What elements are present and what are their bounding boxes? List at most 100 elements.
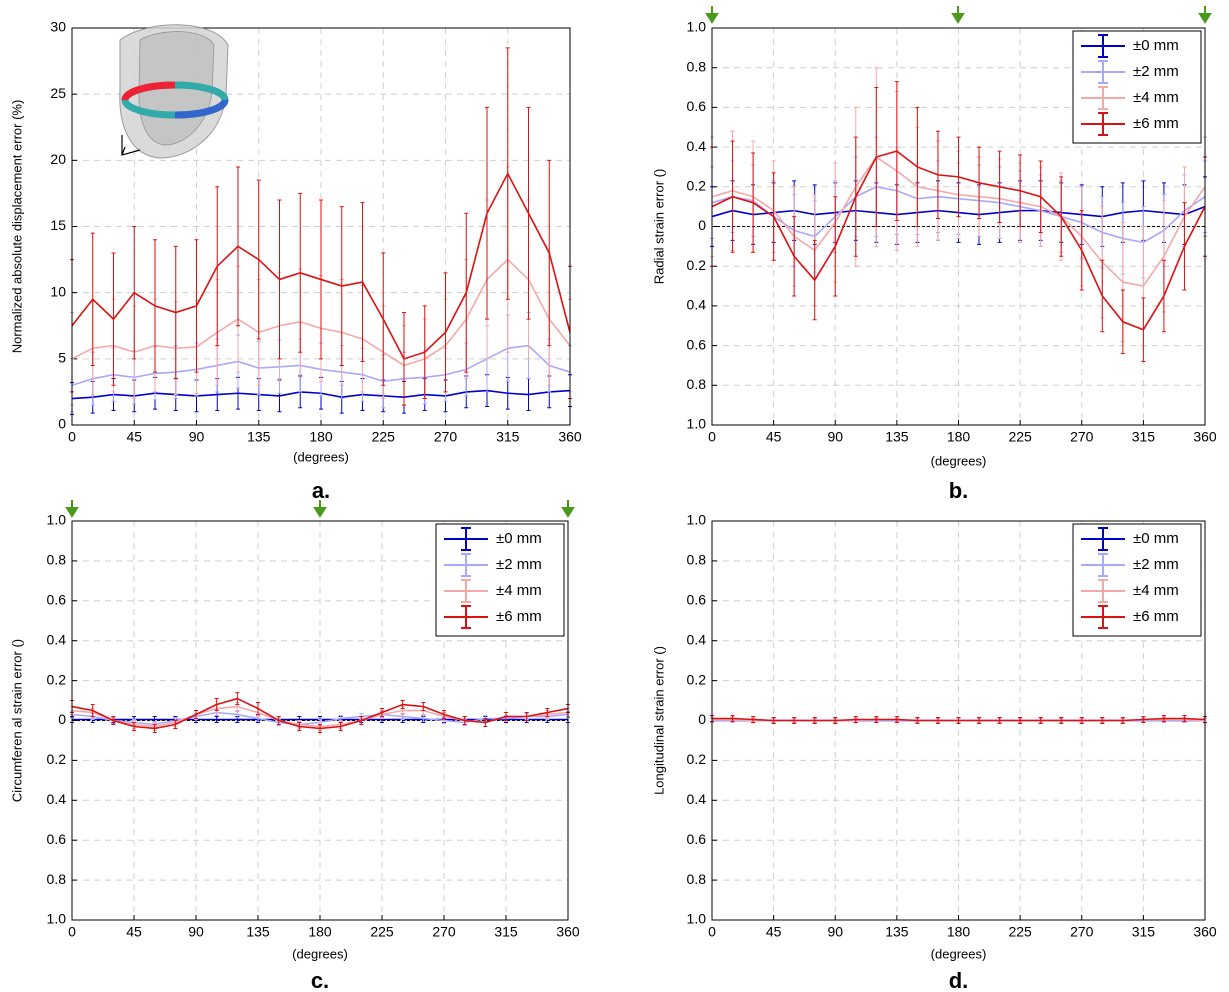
arrow	[705, 6, 719, 24]
y-tick-label: 1.0	[47, 911, 67, 927]
series	[70, 47, 572, 406]
x-tick-label: 270	[1070, 924, 1094, 940]
y-tick-label: 1.0	[47, 512, 67, 528]
error-cap	[173, 245, 178, 380]
legend-label: ±2 mm	[1133, 556, 1179, 573]
error-cap	[956, 136, 961, 218]
error-cap	[443, 272, 448, 393]
y-tick-label: 0.6	[687, 831, 707, 847]
x-tick-label: 135	[246, 924, 270, 940]
error-cap	[547, 159, 552, 347]
error-cap	[504, 712, 508, 721]
error-cap	[298, 192, 303, 353]
legend-swatch	[1081, 34, 1125, 58]
error-cap	[833, 717, 838, 724]
arrow	[1198, 6, 1212, 24]
y-tick-label: 1.0	[687, 19, 707, 35]
error-cap	[1018, 154, 1023, 227]
error-cap	[1161, 715, 1166, 722]
error-cap	[812, 717, 817, 724]
x-tick-label: 180	[947, 924, 971, 940]
error-cap	[833, 196, 838, 297]
x-tick-label: 90	[189, 429, 205, 445]
error-cap	[874, 716, 879, 723]
x-tick-label: 135	[885, 429, 909, 445]
y-tick-label: 1.0	[687, 416, 707, 432]
error-cap	[90, 704, 95, 718]
x-tick-label: 225	[370, 924, 394, 940]
y-tick-label: 1.0	[687, 512, 707, 528]
legend-label: ±0 mm	[1133, 37, 1179, 54]
error-cap	[173, 720, 178, 729]
y-tick-label: 0.4	[687, 138, 707, 154]
x-axis-label: (degrees)	[292, 946, 348, 961]
error-cap	[545, 708, 550, 718]
x-tick-label: 225	[1008, 429, 1032, 445]
error-cap	[751, 716, 756, 723]
error-cap	[1059, 717, 1064, 724]
caption: d.	[949, 968, 969, 992]
error-cap	[214, 716, 219, 723]
y-tick-label: 0.6	[47, 592, 67, 608]
error-cap	[894, 81, 899, 222]
error-cap	[483, 718, 488, 727]
series	[70, 692, 570, 733]
error-cap	[1120, 289, 1125, 355]
plot-frame	[711, 27, 1206, 426]
error-cap	[360, 202, 365, 362]
error-cap	[997, 717, 1002, 724]
error-cap	[152, 723, 157, 733]
legend-swatch	[444, 605, 488, 629]
chart: 0 45 90 135 180 225 270 315 360 1.0 0.8 0.6 0.4 0.2 0 0…	[651, 19, 1216, 503]
arrow	[951, 6, 965, 24]
legend: ±0 mm ±2 mm ±4 mm ±6 mm	[1072, 30, 1202, 144]
series-line	[712, 717, 1206, 722]
legend-swatch	[1081, 60, 1125, 84]
y-tick-label: 15	[50, 217, 66, 233]
legend-swatch	[1081, 605, 1125, 629]
x-tick-label: 0	[708, 429, 716, 445]
series	[710, 81, 1207, 362]
x-tick-label: 135	[885, 924, 909, 940]
x-tick-label: 0	[708, 924, 716, 940]
error-cap	[111, 716, 116, 725]
y-tick-label: 0.4	[687, 631, 707, 647]
x-tick-label: 360	[1193, 924, 1217, 940]
legend-label: ±6 mm	[1133, 608, 1179, 625]
inset-heart	[119, 24, 229, 159]
error-cap	[874, 87, 879, 227]
y-tick-label: 30	[50, 19, 66, 35]
arrows	[65, 6, 1212, 518]
legend-label: ±4 mm	[1133, 582, 1179, 599]
error-cap	[462, 716, 467, 725]
y-tick-label: 0.2	[47, 671, 67, 687]
error-cap	[977, 717, 982, 724]
legend-label: ±2 mm	[496, 556, 542, 573]
error-cap	[194, 239, 199, 373]
legend-label: ±4 mm	[496, 582, 542, 599]
error-cap	[421, 702, 426, 712]
x-tick-label: 90	[827, 429, 843, 445]
error-cap	[915, 717, 920, 724]
y-tick-label: 0	[58, 711, 66, 727]
series-line	[71, 171, 571, 360]
error-cap	[194, 710, 198, 720]
x-axis-label: (degrees)	[931, 946, 987, 961]
error-cap	[1161, 259, 1166, 333]
error-cap	[485, 106, 489, 320]
y-tick-label: 0	[698, 711, 706, 727]
error-cap	[215, 186, 220, 347]
x-tick-label: 0	[68, 429, 76, 445]
x-tick-label: 90	[827, 924, 843, 940]
inset-axes	[121, 135, 141, 156]
y-tick-label: 0.4	[687, 297, 707, 313]
x-tick-label: 225	[372, 429, 396, 445]
error-cap	[997, 150, 1002, 224]
error-cap	[400, 700, 405, 710]
y-tick-label: 0.2	[687, 257, 707, 273]
x-tick-label: 315	[494, 924, 518, 940]
error-cap	[526, 106, 531, 320]
error-cap	[730, 140, 735, 253]
legend-swatch	[444, 579, 488, 603]
